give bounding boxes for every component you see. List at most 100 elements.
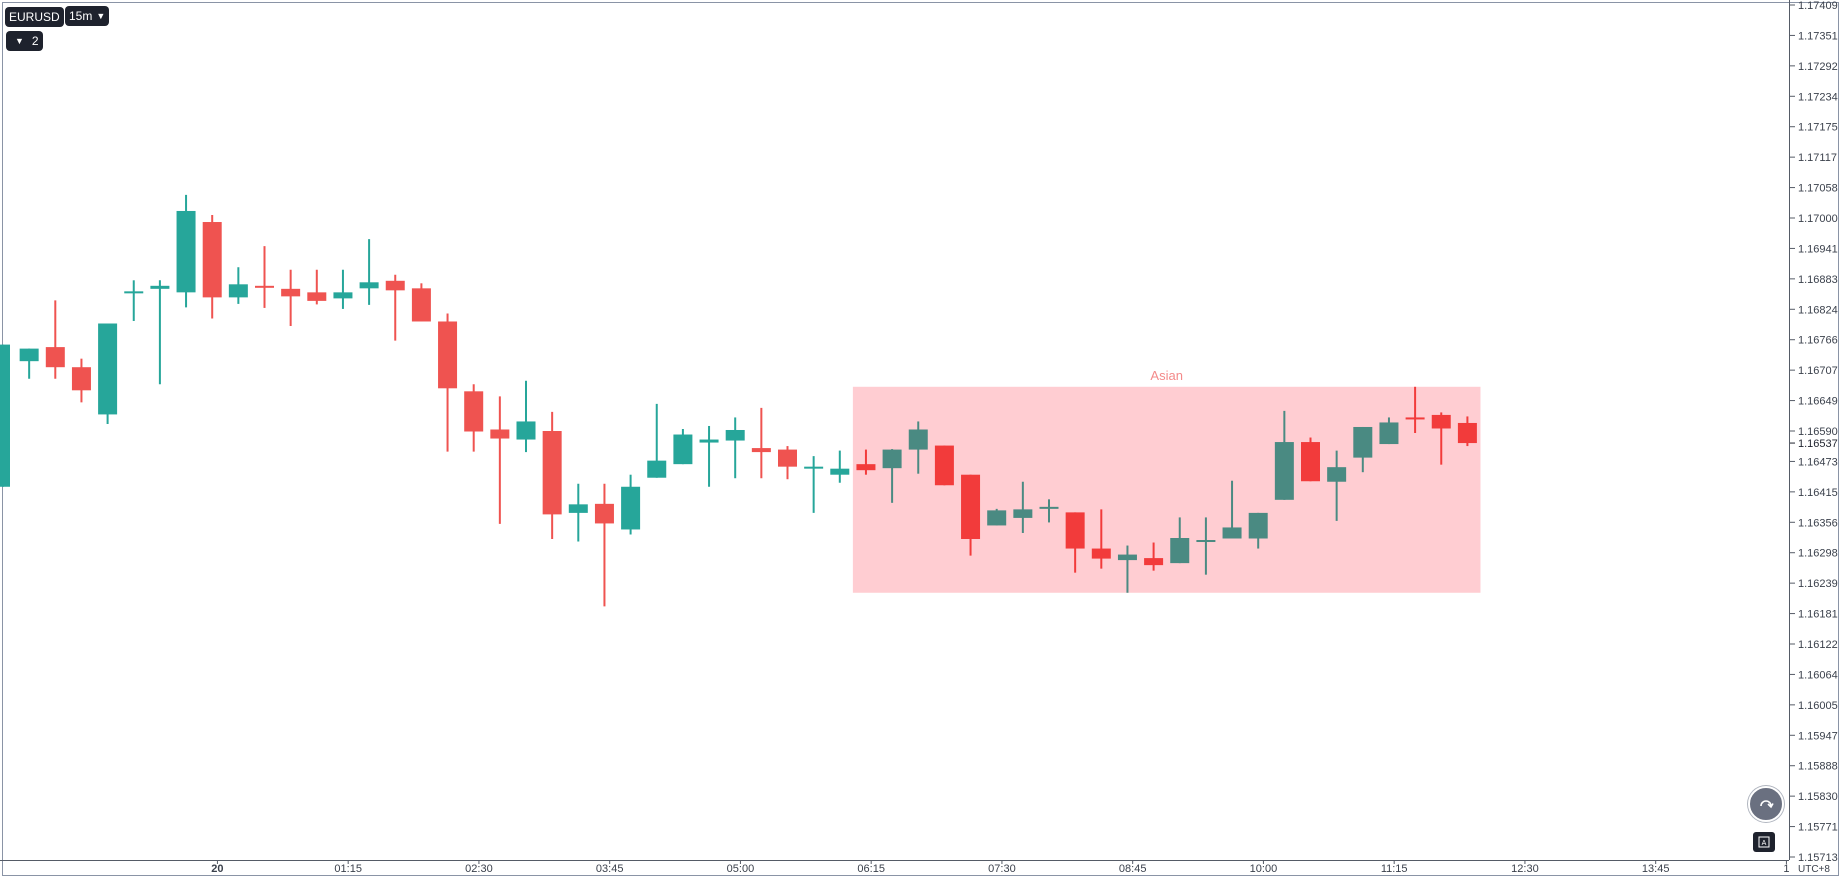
candle[interactable]	[987, 508, 1007, 526]
scroll-to-realtime-button[interactable]	[1748, 786, 1784, 822]
candle-body	[647, 460, 667, 478]
candle[interactable]	[1301, 437, 1320, 482]
time-tick-label: 10:00	[1250, 863, 1278, 875]
candle-body	[673, 434, 693, 465]
candle[interactable]	[1379, 417, 1399, 445]
candle[interactable]	[71, 358, 91, 403]
interval-button[interactable]: 15m ▼	[65, 6, 110, 26]
candle[interactable]	[1248, 512, 1268, 549]
time-tick-label: 11:15	[1381, 863, 1408, 875]
candle[interactable]	[1353, 426, 1373, 473]
candle[interactable]	[255, 246, 274, 308]
candle[interactable]	[856, 449, 876, 475]
candle[interactable]	[1170, 517, 1190, 564]
candle[interactable]	[1013, 481, 1033, 533]
price-tick-label: 1.16005	[1798, 700, 1838, 712]
candle-body	[124, 291, 144, 294]
price-tick-label: 1.15830	[1798, 791, 1838, 803]
candle[interactable]	[778, 446, 797, 480]
candle[interactable]	[45, 300, 65, 379]
candle-body	[778, 449, 797, 467]
candle-body	[1222, 527, 1242, 539]
candle[interactable]	[908, 421, 928, 474]
candle[interactable]	[385, 274, 405, 341]
candle[interactable]	[647, 403, 667, 478]
candle[interactable]	[98, 323, 118, 424]
candle-body	[71, 367, 91, 391]
candle[interactable]	[1405, 386, 1425, 434]
candle[interactable]	[934, 445, 954, 486]
candle[interactable]	[150, 280, 170, 385]
candle[interactable]	[176, 194, 196, 308]
price-tick-label: 1.17409	[1798, 0, 1838, 12]
candle-body	[333, 292, 353, 299]
time-tick-label: 05:00	[727, 863, 755, 875]
candle-body	[1301, 442, 1320, 482]
candle[interactable]	[1144, 542, 1164, 571]
candle[interactable]	[621, 474, 641, 535]
candle-body	[411, 288, 431, 322]
candle[interactable]	[1431, 412, 1451, 465]
price-tick-label: 1.16766	[1798, 335, 1838, 347]
price-tick-label: 1.15888	[1798, 761, 1838, 773]
price-tick-label: 1.16356	[1798, 517, 1838, 529]
candle[interactable]	[124, 280, 144, 321]
candle[interactable]	[202, 214, 222, 319]
candle[interactable]	[725, 417, 745, 479]
candle-body	[490, 429, 510, 439]
candle[interactable]	[228, 267, 248, 304]
candle[interactable]	[961, 474, 981, 556]
candle[interactable]	[1196, 517, 1216, 575]
time-tick-label: 13:45	[1642, 863, 1670, 875]
candle[interactable]	[464, 384, 484, 452]
candle-body	[0, 344, 10, 487]
candle[interactable]	[568, 483, 588, 542]
candle[interactable]	[1039, 499, 1059, 523]
candle[interactable]	[333, 269, 353, 309]
candle[interactable]	[516, 380, 536, 453]
candle[interactable]	[542, 411, 562, 540]
price-tick-label: 1.16239	[1798, 578, 1838, 590]
candle[interactable]	[1457, 416, 1477, 447]
candle[interactable]	[0, 344, 10, 487]
symbol-label: EURUSD	[9, 10, 60, 24]
candle[interactable]	[1117, 545, 1137, 593]
candle[interactable]	[281, 269, 301, 327]
candle-body	[621, 486, 641, 530]
candle[interactable]	[1065, 512, 1085, 573]
candle[interactable]	[751, 407, 771, 479]
price-tick-label: 1.16064	[1798, 669, 1838, 681]
candle-body	[568, 504, 588, 513]
candle[interactable]	[307, 269, 327, 305]
candle[interactable]	[1091, 509, 1111, 569]
candle[interactable]	[830, 450, 850, 483]
candle[interactable]	[359, 239, 379, 305]
candle-body	[98, 323, 118, 415]
candle[interactable]	[1222, 480, 1242, 539]
time-tick-label: 12:30	[1511, 863, 1539, 875]
price-tick-label: 1.17175	[1798, 122, 1838, 134]
candle-body	[1117, 554, 1137, 561]
candle[interactable]	[673, 428, 693, 465]
candle[interactable]	[804, 456, 824, 513]
price-tick-label: 1.17000	[1798, 213, 1838, 225]
timezone-label[interactable]: UTC+8	[1798, 864, 1830, 875]
indicators-toggle-button[interactable]: ▼ 2	[6, 31, 43, 51]
time-tick-label: 07:30	[988, 863, 1016, 875]
candle[interactable]	[438, 313, 458, 452]
price-tick-label: 1.16415	[1798, 487, 1838, 499]
candle[interactable]	[411, 283, 431, 322]
candle[interactable]	[699, 425, 719, 487]
price-tick-label: 1.16590	[1798, 426, 1838, 438]
symbol-button[interactable]: EURUSD	[5, 7, 64, 27]
candle-body	[751, 448, 771, 453]
candle[interactable]	[594, 483, 614, 607]
candle[interactable]	[882, 449, 902, 503]
candle[interactable]	[19, 348, 39, 379]
session-label: Asian	[1150, 368, 1183, 383]
candle[interactable]	[1274, 410, 1294, 500]
auto-scale-button[interactable]: A	[1753, 832, 1775, 852]
candle[interactable]	[490, 396, 510, 524]
candle[interactable]	[1327, 450, 1347, 521]
